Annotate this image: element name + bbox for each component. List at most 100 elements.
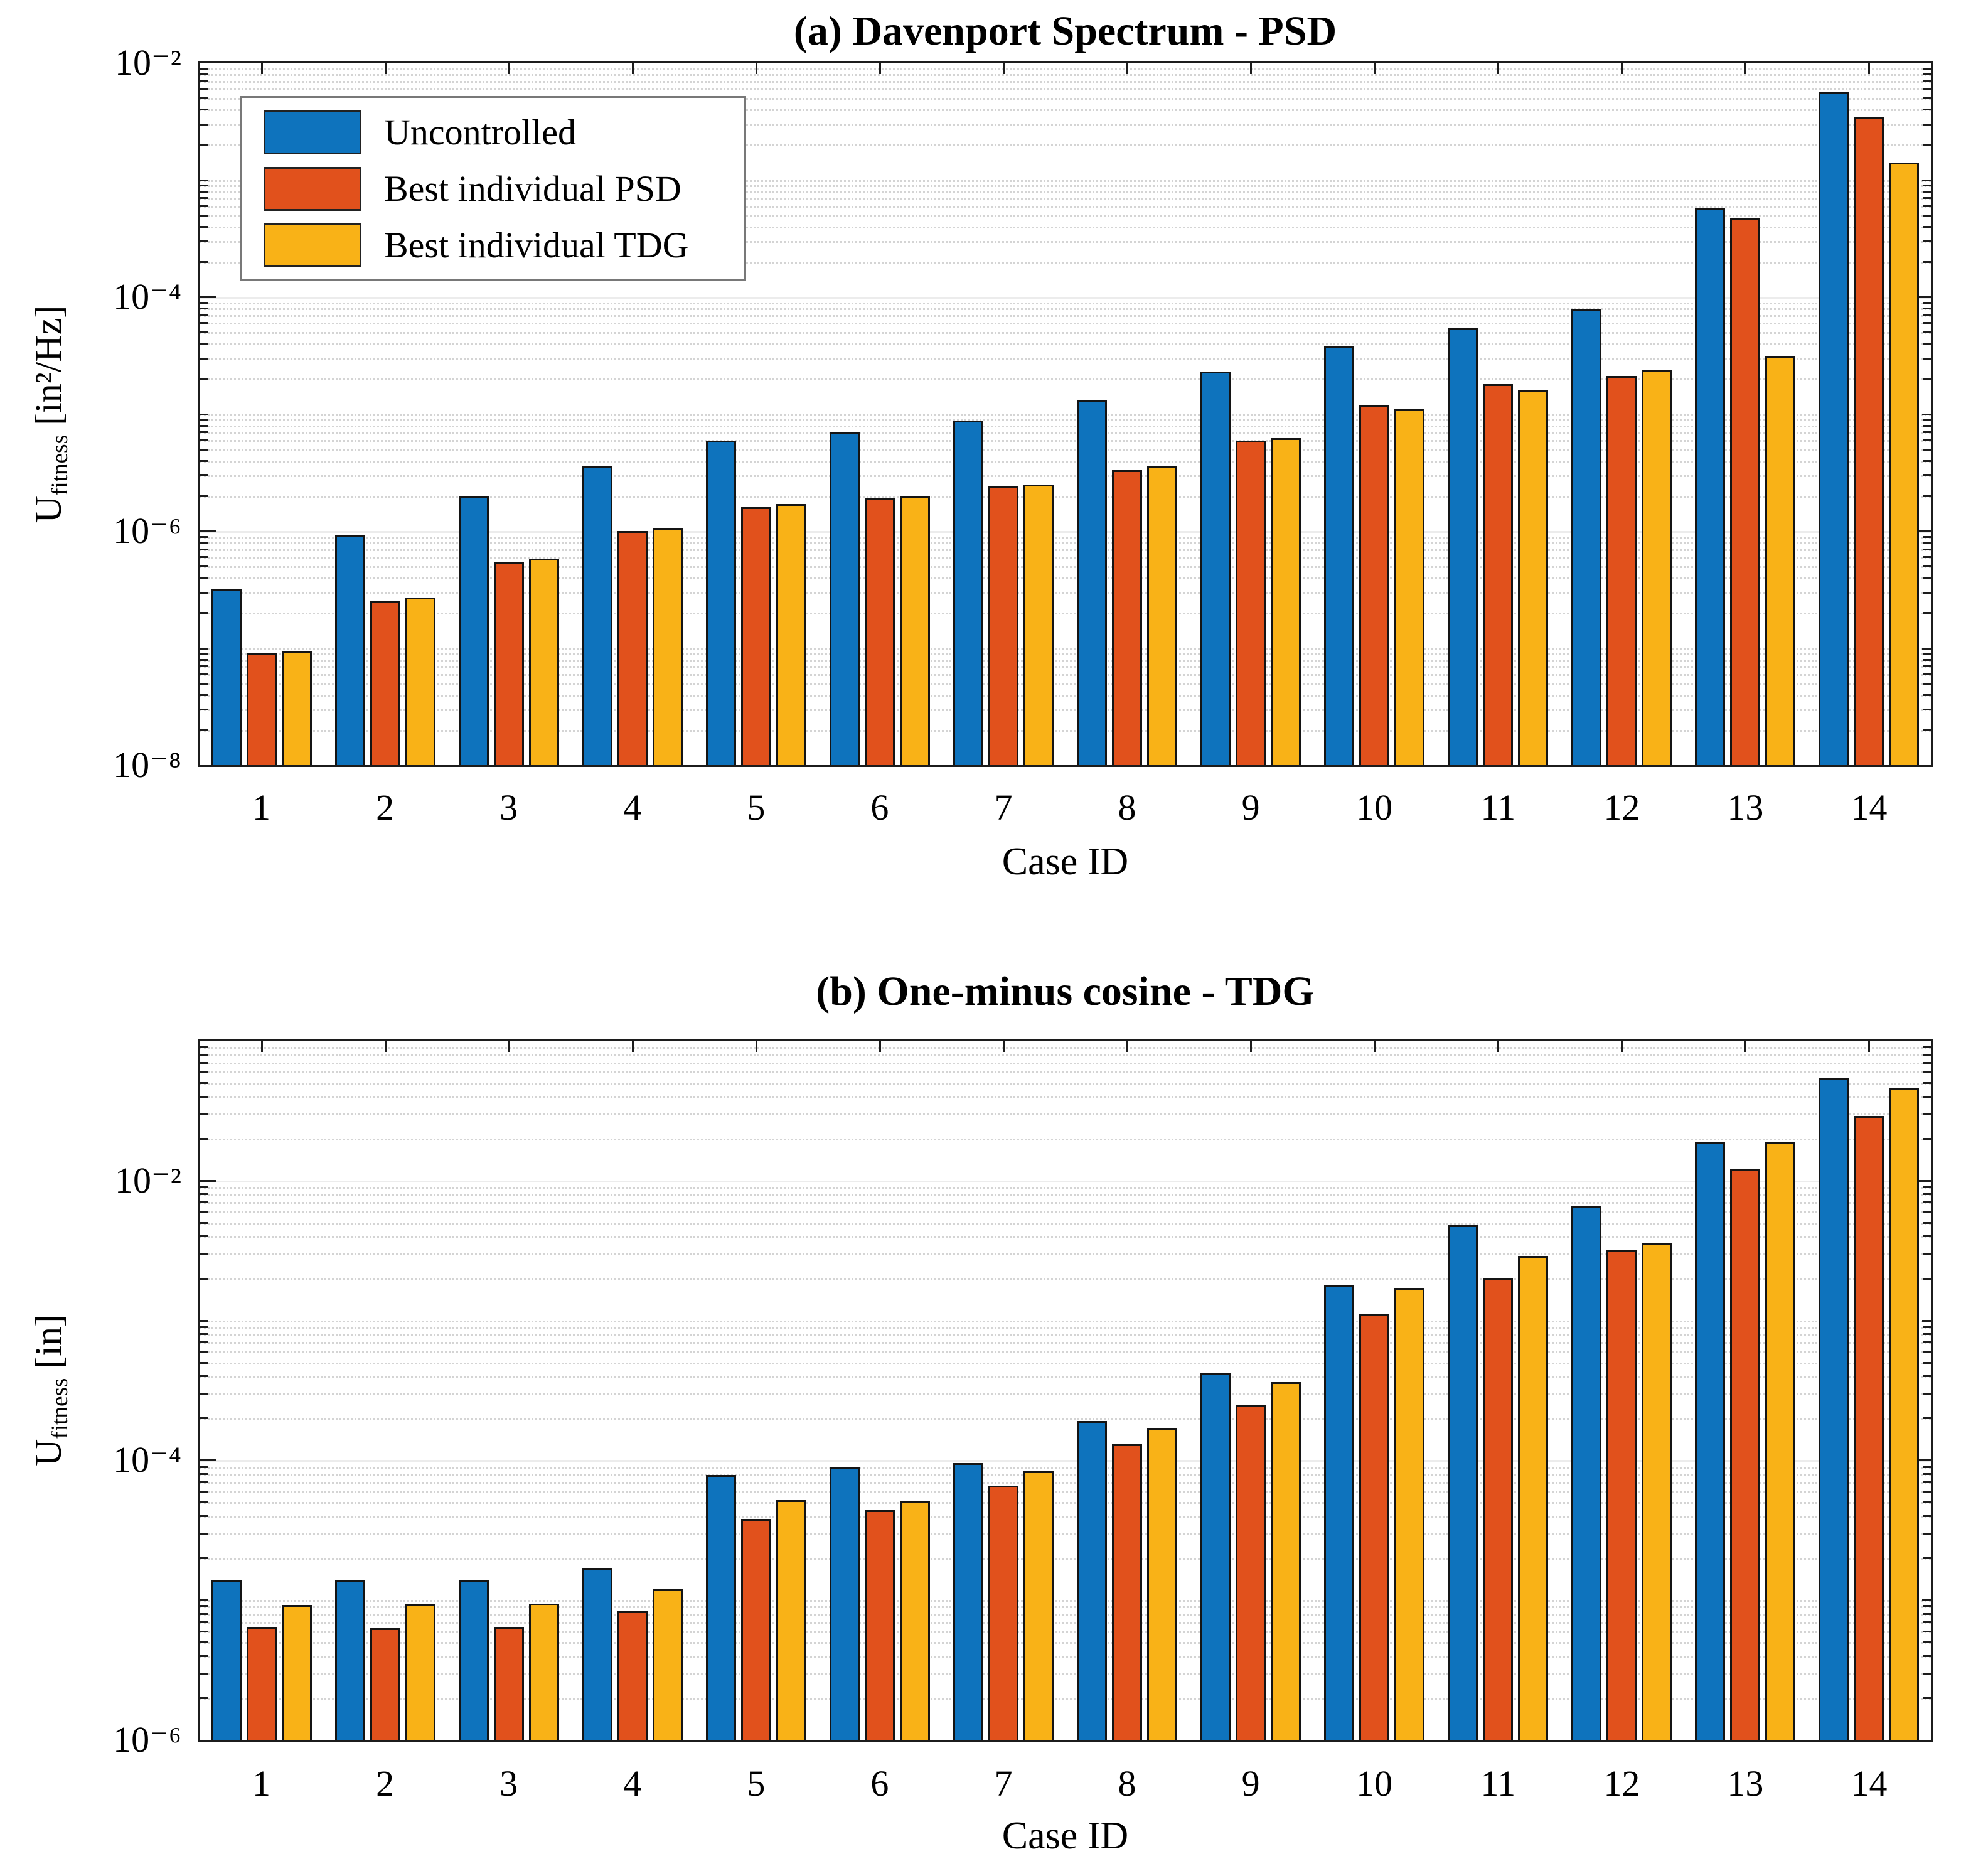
y-tick-mark-minor <box>200 424 208 427</box>
y-tick-mark-minor <box>200 1061 208 1064</box>
y-tick-mark-minor <box>200 1393 208 1395</box>
x-tick-mark <box>508 1041 510 1052</box>
gridline-minor <box>200 1211 1931 1214</box>
y-tick-mark <box>1922 1319 1931 1322</box>
y-tick-mark-minor <box>200 1095 208 1098</box>
y-tick-mark-minor <box>200 1654 208 1657</box>
gridline-minor <box>200 592 1931 594</box>
gridline-minor <box>200 648 1931 650</box>
y-tick-mark-minor <box>1923 1351 1931 1353</box>
y-tick-mark-minor <box>1923 1393 1931 1395</box>
x-tick-mark <box>384 63 387 74</box>
y-tick-mark-minor <box>1923 1417 1931 1420</box>
ylabel-unit-b: [in] <box>27 1314 69 1378</box>
gridline-minor <box>200 205 1931 208</box>
y-tick-mark-minor <box>200 1672 208 1675</box>
bar-uncontrolled-case-3 <box>458 1579 489 1740</box>
legend-item-best-individual-tdg: Best individual TDG <box>264 223 744 267</box>
y-tick-mark-minor <box>1923 1641 1931 1644</box>
gridline-minor <box>200 185 1931 188</box>
y-tick-mark-minor <box>1923 73 1931 76</box>
bar-best-individual-tdg-case-9 <box>1271 1382 1301 1740</box>
bar-uncontrolled-case-4 <box>582 1567 612 1740</box>
y-tick-mark-minor <box>1923 1113 1931 1115</box>
y-tick-label: 10⁻⁶ <box>113 510 181 551</box>
bar-uncontrolled-case-2 <box>334 535 365 765</box>
y-tick-mark-minor <box>1923 308 1931 310</box>
y-tick-mark-minor <box>200 109 208 111</box>
bar-best-individual-psd-case-14 <box>1854 117 1884 765</box>
y-tick-mark-minor <box>200 1557 208 1560</box>
y-tick-mark-minor <box>200 1113 208 1115</box>
ylabel-subscript-b: fitness <box>47 1378 73 1439</box>
x-tick-label: 5 <box>747 787 766 828</box>
bar-uncontrolled-case-12 <box>1571 309 1602 765</box>
y-tick-mark-minor <box>200 308 208 310</box>
gridline-minor <box>200 673 1931 676</box>
gridline-minor <box>200 1362 1931 1364</box>
y-tick-mark-minor <box>200 729 208 731</box>
y-tick-mark-minor <box>200 653 208 655</box>
x-tick-label: 12 <box>1603 1763 1640 1804</box>
y-tick-mark-minor <box>1923 1621 1931 1623</box>
y-tick-mark-minor <box>200 1532 208 1535</box>
y-tick-mark-minor <box>1923 1071 1931 1073</box>
y-tick-mark-minor <box>200 1696 208 1699</box>
bar-best-individual-tdg-case-1 <box>281 1605 312 1740</box>
y-tick-mark-minor <box>200 1221 208 1224</box>
bar-best-individual-tdg-case-12 <box>1642 369 1672 765</box>
gridline-minor <box>200 1655 1931 1658</box>
legend-item-uncontrolled: Uncontrolled <box>264 110 744 154</box>
gridline-minor <box>200 1326 1931 1329</box>
y-tick-mark-minor <box>1923 542 1931 544</box>
x-tick-label: 4 <box>623 787 642 828</box>
bar-best-individual-psd-case-13 <box>1730 218 1761 765</box>
y-tick-mark-minor <box>1923 1375 1931 1378</box>
y-tick-mark-minor <box>200 439 208 441</box>
y-tick-mark-minor <box>200 1351 208 1353</box>
y-tick-mark-minor <box>1923 1361 1931 1364</box>
bar-uncontrolled-case-10 <box>1324 1284 1355 1740</box>
y-tick-mark-minor <box>1923 1654 1931 1657</box>
y-tick-mark-minor <box>200 331 208 334</box>
bar-best-individual-psd-case-2 <box>370 601 400 765</box>
y-tick-mark-minor <box>200 495 208 497</box>
y-tick-mark-minor <box>1923 331 1931 334</box>
gridline-minor <box>200 1558 1931 1560</box>
y-tick-mark-minor <box>200 314 208 316</box>
bar-best-individual-tdg-case-6 <box>899 495 930 765</box>
gridline-minor <box>200 1186 1931 1189</box>
x-tick-mark <box>1250 63 1253 74</box>
bar-best-individual-tdg-case-14 <box>1889 163 1920 765</box>
bar-uncontrolled-case-9 <box>1200 372 1231 765</box>
x-tick-label: 7 <box>994 787 1013 828</box>
y-tick-mark-minor <box>1923 459 1931 462</box>
bar-uncontrolled-case-4 <box>582 466 612 765</box>
x-tick-mark <box>1002 1041 1005 1052</box>
bar-best-individual-psd-case-10 <box>1359 1314 1390 1740</box>
bar-uncontrolled-case-5 <box>705 441 736 765</box>
y-tick-mark-minor <box>200 1612 208 1615</box>
x-tick-mark <box>1868 1041 1871 1052</box>
y-tick-mark-minor <box>200 1361 208 1364</box>
gridline-minor <box>200 1631 1931 1633</box>
bar-uncontrolled-case-8 <box>1077 400 1108 765</box>
y-tick-mark-minor <box>200 665 208 668</box>
gridline-minor <box>200 536 1931 539</box>
y-tick-mark-minor <box>200 67 208 70</box>
y-tick-mark-minor <box>1923 88 1931 90</box>
y-tick-mark-minor <box>200 301 208 304</box>
y-tick-mark-minor <box>1923 1277 1931 1280</box>
y-tick-mark <box>200 1179 216 1182</box>
y-tick-mark-minor <box>200 459 208 462</box>
y-tick-mark-minor <box>1923 205 1931 207</box>
bar-best-individual-tdg-case-7 <box>1023 1471 1054 1740</box>
gridline-minor <box>200 68 1931 70</box>
legend-label-uncontrolled: Uncontrolled <box>384 112 577 153</box>
bar-uncontrolled-case-13 <box>1695 208 1726 765</box>
bar-best-individual-tdg-case-2 <box>405 598 435 765</box>
bar-best-individual-tdg-case-7 <box>1023 484 1054 765</box>
y-tick-mark-minor <box>200 343 208 345</box>
x-tick-mark <box>384 1041 387 1052</box>
